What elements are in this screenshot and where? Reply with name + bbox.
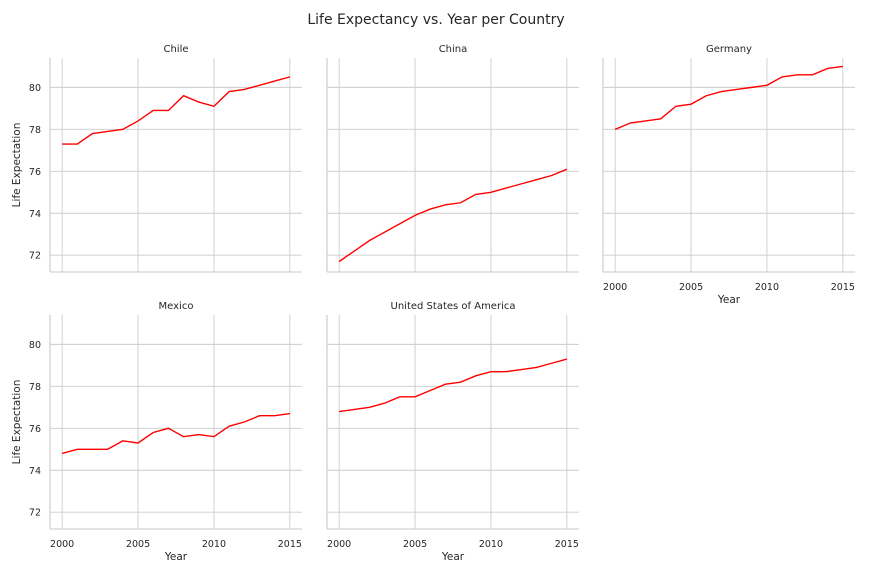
y-tick-label: 74 bbox=[29, 209, 41, 220]
y-tick-label: 76 bbox=[29, 424, 41, 435]
series-line-united-states-of-america bbox=[339, 358, 568, 413]
panel-chile: Chile 72 74 76 78 80 Life Expectation bbox=[11, 44, 302, 273]
y-tick-label: 76 bbox=[29, 167, 41, 178]
x-tick-label: 2010 bbox=[755, 282, 779, 293]
panel-mexico: Mexico 72 74 76 78 80 Life Expectation 2000 2005… bbox=[11, 301, 302, 563]
x-tick-label: 2005 bbox=[126, 539, 150, 550]
x-tick-label: 2000 bbox=[327, 539, 351, 550]
x-axis-label: Year bbox=[441, 551, 465, 563]
panel-title: United States of America bbox=[391, 301, 516, 312]
y-tick-label: 78 bbox=[29, 382, 41, 393]
panel-united-states-of-america: United States of America 2000 2005 2010 2015… bbox=[326, 301, 579, 563]
x-tick-label: 2015 bbox=[278, 539, 302, 550]
x-tick-label: 2005 bbox=[679, 282, 703, 293]
y-axis-label: Life Expectation bbox=[11, 123, 23, 208]
x-tick-label: 2010 bbox=[202, 539, 226, 550]
panel-title: Germany bbox=[706, 44, 752, 55]
series-line-china bbox=[338, 168, 568, 263]
panel-germany: Germany 2000 2005 2010 2015 Year bbox=[602, 44, 855, 306]
x-axis-label: Year bbox=[717, 294, 741, 306]
y-tick-label: 80 bbox=[29, 83, 41, 94]
y-tick-label: 74 bbox=[29, 466, 41, 477]
panel-title: China bbox=[439, 44, 468, 55]
x-tick-label: 2015 bbox=[831, 282, 855, 293]
y-tick-label: 78 bbox=[29, 125, 41, 136]
panel-title: Chile bbox=[163, 44, 188, 55]
series-line-chile bbox=[62, 76, 291, 145]
y-tick-label: 72 bbox=[29, 251, 41, 262]
series-line-mexico bbox=[61, 412, 290, 455]
x-tick-label: 2000 bbox=[50, 539, 74, 550]
x-axis-label: Year bbox=[164, 551, 188, 563]
x-tick-label: 2005 bbox=[403, 539, 427, 550]
panels-container: Chile 72 74 76 78 80 Life Expectation China Germ… bbox=[11, 44, 855, 563]
x-tick-label: 2015 bbox=[555, 539, 579, 550]
x-tick-label: 2010 bbox=[479, 539, 503, 550]
y-tick-label: 80 bbox=[29, 340, 41, 351]
panel-china: China bbox=[326, 44, 579, 273]
panel-title: Mexico bbox=[159, 301, 194, 312]
x-tick-label: 2000 bbox=[603, 282, 627, 293]
y-tick-label: 72 bbox=[29, 508, 41, 519]
chart-title: Life Expectancy vs. Year per Country bbox=[307, 12, 564, 28]
series-line-germany bbox=[614, 65, 843, 130]
y-axis-label: Life Expectation bbox=[11, 380, 23, 465]
